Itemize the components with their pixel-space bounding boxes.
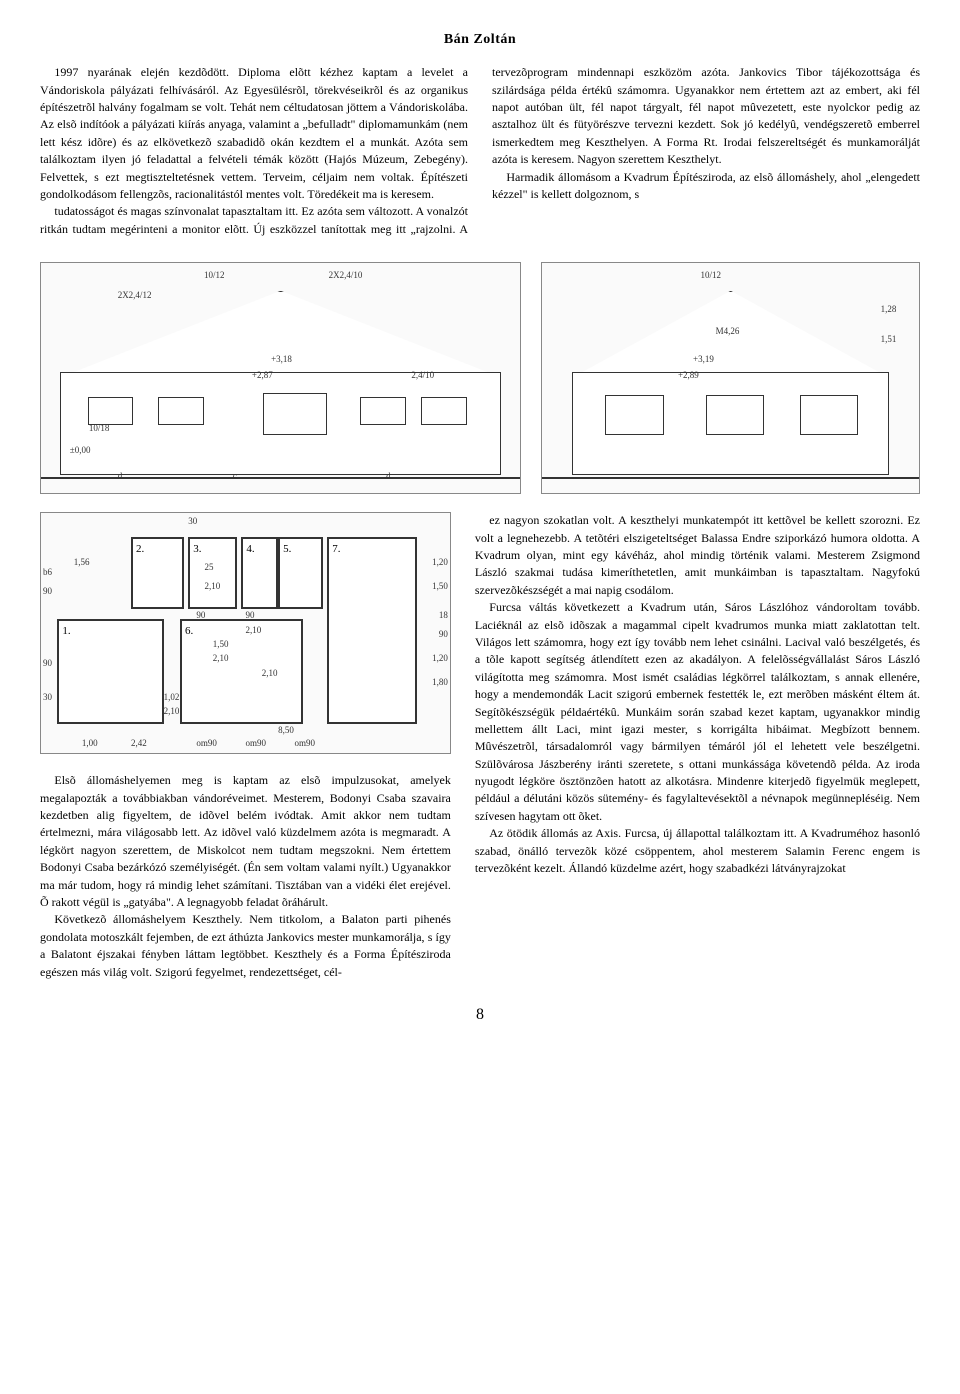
paragraph: Következõ állomáshelyem Keszthely. Nem t…	[40, 911, 451, 981]
dim-label: 1,50	[213, 638, 229, 651]
dim-label: 90	[439, 628, 448, 641]
elevation-drawings-row: 10/12 2X2,4/10 2X2,4/12 +3,18 +2,87 10/1…	[40, 262, 920, 494]
paragraph: Elsõ állomáshelyemen meg is kaptam az el…	[40, 772, 451, 911]
room: 2.	[131, 537, 184, 609]
dim-label: 90	[245, 609, 254, 622]
dim-label: b6	[43, 566, 52, 579]
dim-label: 1,50	[432, 580, 448, 593]
dim-label: om90	[245, 737, 266, 750]
dim-label: 1,28	[881, 303, 897, 316]
dim-label: 1,80	[432, 676, 448, 689]
elevation-drawing-left: 10/12 2X2,4/10 2X2,4/12 +3,18 +2,87 10/1…	[40, 262, 521, 494]
dim-label: M4,26	[716, 325, 740, 338]
dim-label: 2,42	[131, 737, 147, 750]
dim-label: 2X2,4/10	[329, 269, 363, 282]
dim-label: 10/12	[204, 269, 225, 282]
dim-label: 1,02	[164, 691, 180, 704]
dim-label: om90	[295, 737, 316, 750]
dim-label: d.	[386, 470, 393, 483]
dim-label: 2,10	[213, 652, 229, 665]
dim-label: c.	[233, 470, 239, 483]
dim-label: 30	[188, 515, 197, 528]
dim-label: 2X2,4/12	[118, 289, 152, 302]
paragraph: ez nagyon szokatlan volt. A keszthelyi m…	[475, 512, 920, 599]
dim-label: 8,50	[278, 724, 294, 737]
dim-label: 2,10	[205, 580, 221, 593]
floor-plan-drawing: 1. 2. 3. 4. 5. 6. 7. 1,56 1,00 2,42 90 3…	[40, 512, 451, 754]
lower-left-column: 1. 2. 3. 4. 5. 6. 7. 1,56 1,00 2,42 90 3…	[40, 512, 451, 981]
room: 7.	[327, 537, 417, 724]
page-number: 8	[40, 1003, 920, 1026]
paragraph: 1997 nyarának elején kezdõdött. Diploma …	[40, 64, 468, 203]
room: 4.	[241, 537, 278, 609]
dim-label: 1,56	[74, 556, 90, 569]
dim-label: 1,20	[432, 556, 448, 569]
room: 6.	[180, 619, 303, 725]
dim-label: 2,10	[164, 705, 180, 718]
page-title: Bán Zoltán	[40, 30, 920, 50]
dim-label: +2,87	[252, 369, 273, 382]
dim-label: om90	[196, 737, 217, 750]
dim-label: +3,19	[693, 353, 714, 366]
dim-label: 2,10	[262, 667, 278, 680]
elevation-drawing-right: 10/12 1,28 1,51 +3,19 +2,89 M4,26	[541, 262, 920, 494]
dim-label: +2,89	[678, 369, 699, 382]
dim-label: 90	[43, 585, 52, 598]
paragraph: Az ötödik állomás az Axis. Furcsa, új ál…	[475, 825, 920, 877]
paragraph: Furcsa váltás következett a Kvadrum után…	[475, 599, 920, 825]
dim-label: 10/12	[701, 269, 722, 282]
lower-content-grid: 1. 2. 3. 4. 5. 6. 7. 1,56 1,00 2,42 90 3…	[40, 512, 920, 981]
dim-label: 1,51	[881, 333, 897, 346]
lower-right-column: ez nagyon szokatlan volt. A keszthelyi m…	[475, 512, 920, 981]
dim-label: +3,18	[271, 353, 292, 366]
room: 5.	[278, 537, 323, 609]
dim-label: 90	[43, 657, 52, 670]
dim-label: 1,20	[432, 652, 448, 665]
dim-label: 2,4/10	[411, 369, 434, 382]
dim-label: ±0,00	[70, 444, 91, 457]
top-text-columns: 1997 nyarának elején kezdõdött. Diploma …	[40, 64, 920, 238]
dim-label: 2,10	[245, 624, 261, 637]
dim-label: 18	[439, 609, 448, 622]
dim-label: 1,00	[82, 737, 98, 750]
dim-label: 25	[205, 561, 214, 574]
lower-left-text: Elsõ állomáshelyemen meg is kaptam az el…	[40, 772, 451, 981]
dim-label: 90	[196, 609, 205, 622]
dim-label: d.	[118, 470, 125, 483]
room: 1.	[57, 619, 163, 725]
dim-label: 10/18	[89, 422, 110, 435]
dim-label: 30	[43, 691, 52, 704]
paragraph: Harmadik állomásom a Kvadrum Építészirod…	[492, 169, 920, 204]
